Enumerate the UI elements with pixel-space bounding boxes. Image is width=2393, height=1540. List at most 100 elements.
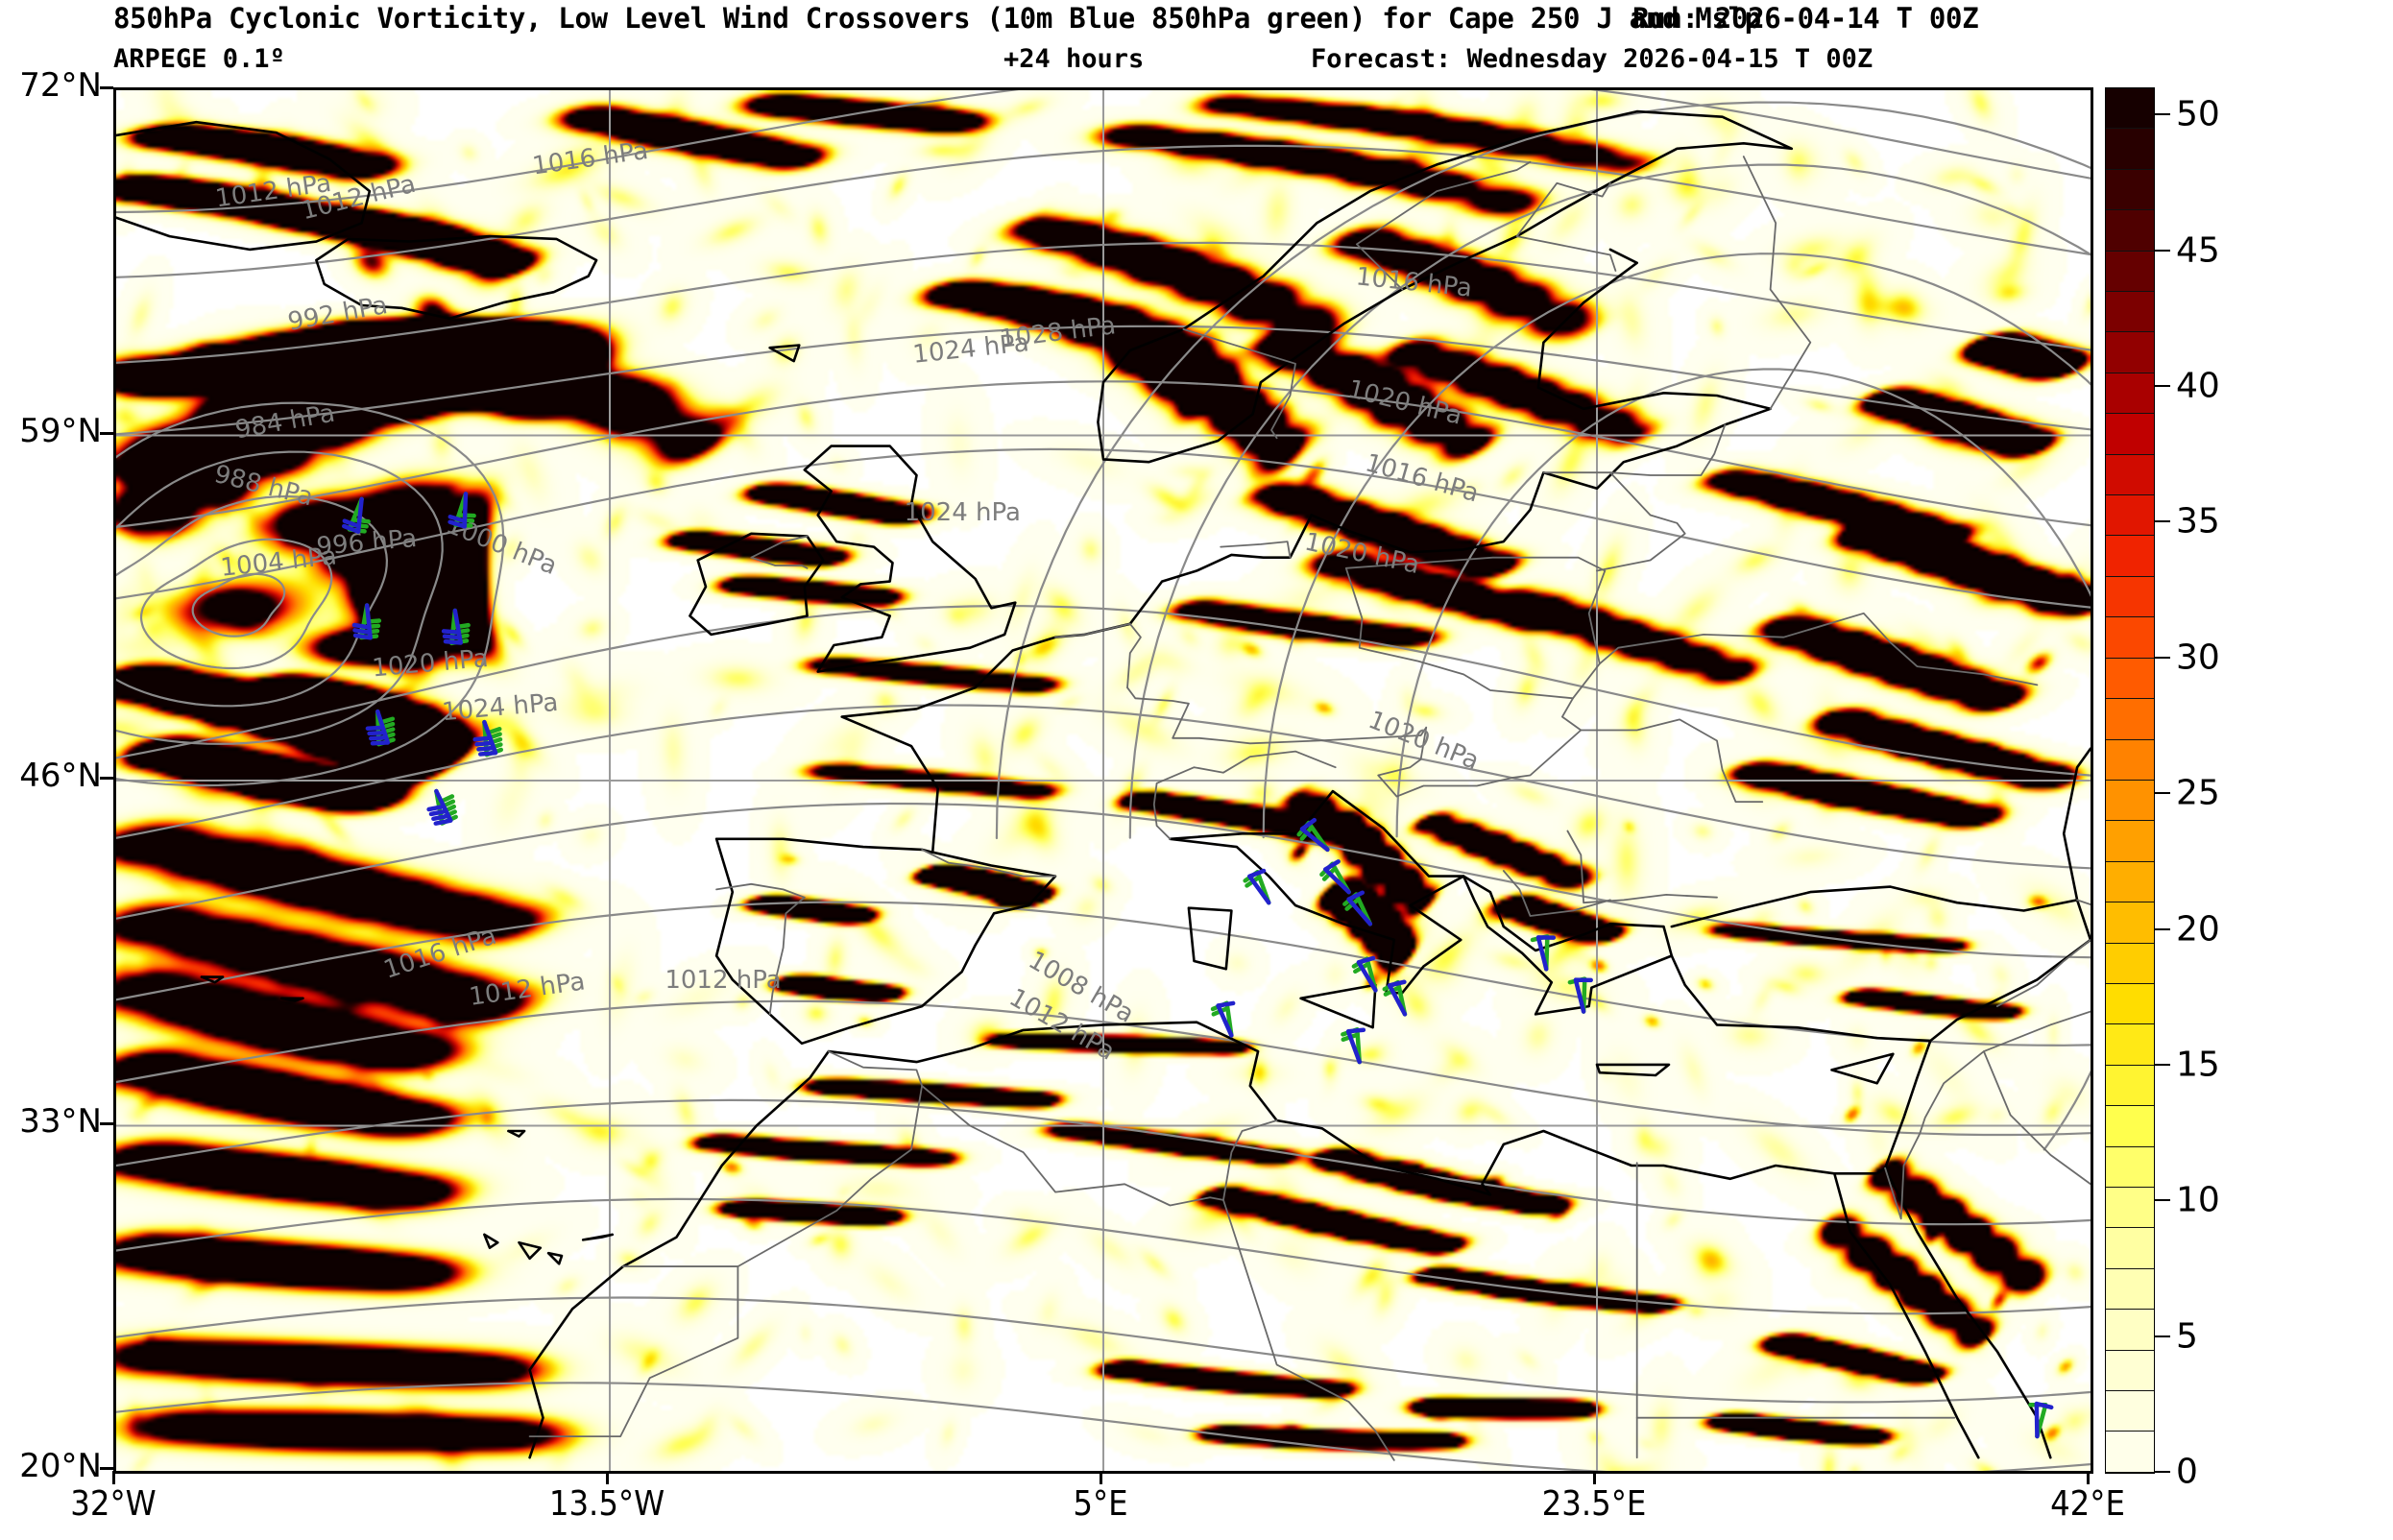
isobar-label: 1016 hPa — [1362, 448, 1482, 508]
coastline-madeira — [507, 1129, 526, 1138]
colorbar — [2105, 87, 2155, 1474]
coastline-balticE — [1310, 248, 1772, 554]
x-axis-tick-mark — [1100, 1471, 1102, 1484]
colorbar-segment — [2106, 88, 2154, 130]
colorbar-segment — [2106, 983, 2154, 1025]
x-axis-tick-mark — [1593, 1471, 1596, 1484]
wind-barb-10m — [1346, 890, 1373, 926]
wind-barb-10m — [1322, 859, 1351, 895]
y-axis-tick-label: 20°N — [19, 1447, 102, 1485]
colorbar-segment — [2106, 1391, 2154, 1432]
coastline-iberia — [714, 837, 1057, 1046]
colorbar-tick-label: 30 — [2176, 638, 2220, 678]
national-border — [1995, 939, 2091, 1007]
isobar-label: 992 hPa — [285, 291, 389, 337]
wind-barb-10m — [1535, 935, 1557, 972]
wind-barb-10m — [1387, 979, 1408, 1017]
coastline-canaries4 — [581, 1233, 615, 1241]
colorbar-segment — [2106, 576, 2154, 618]
colorbar-tick-label: 45 — [2176, 230, 2220, 271]
colorbar-tick-mark — [2155, 1199, 2170, 1202]
coastline-greenland — [116, 120, 372, 252]
colorbar-segment — [2106, 658, 2154, 700]
coastline-sardinia — [1187, 906, 1233, 971]
national-border — [921, 849, 1056, 878]
colorbar-segment — [2106, 1310, 2154, 1351]
colorbar-tick-label: 10 — [2176, 1180, 2220, 1220]
forecast-valid-label: Forecast: Wednesday 2026-04-15 T 00Z — [1311, 44, 1873, 74]
colorbar-segment — [2106, 1106, 2154, 1147]
map-plot-area[interactable]: 1016 hPa 1012 hPa 1012 hPa 992 hPa 1028 hPa 1… — [113, 87, 2093, 1474]
isobar-label: 1024 hPa — [905, 498, 1021, 527]
isobar-label: 1012 hPa — [468, 967, 587, 1012]
y-axis-tick-mark — [100, 777, 113, 780]
wind-barb-10m — [342, 496, 364, 534]
national-border — [1344, 556, 1607, 700]
national-border — [1220, 541, 1292, 559]
wind-barb-10m — [2034, 1401, 2054, 1439]
y-axis-tick-mark — [100, 431, 113, 435]
national-border — [1580, 718, 1764, 803]
mslp-isobar — [116, 450, 444, 745]
colorbar-tick-mark — [2155, 249, 2170, 252]
colorbar-tick-mark — [2155, 656, 2170, 659]
mslp-isobar — [116, 802, 2091, 959]
mslp-isobar — [116, 1382, 2091, 1471]
x-axis-tick-label: 23.5°E — [1541, 1484, 1647, 1524]
mslp-isobar — [116, 1197, 2091, 1315]
y-axis-tick-label: 46°N — [19, 757, 102, 795]
mslp-isobar — [116, 605, 2091, 777]
wind-barb-10m — [1299, 817, 1330, 853]
model-run-label: Run: 2026-04-14 T 00Z — [1632, 2, 1979, 35]
coastline-faroe — [768, 344, 801, 363]
national-border — [1542, 423, 1727, 476]
colorbar-tick-mark — [2155, 520, 2170, 523]
mslp-isobar — [1395, 368, 2091, 1151]
colorbar-segment — [2106, 1350, 2154, 1391]
colorbar-tick-label: 25 — [2176, 773, 2220, 813]
mslp-isobar — [116, 401, 505, 787]
national-border — [1152, 750, 1337, 840]
wind-barb-10m — [351, 603, 373, 640]
colorbar-segment — [2106, 617, 2154, 659]
colorbar-segment — [2106, 536, 2154, 577]
colorbar-segment — [2106, 1146, 2154, 1188]
colorbar-tick-mark — [2155, 385, 2170, 388]
colorbar-segment — [2106, 1432, 2154, 1473]
coastline-levant — [528, 1021, 1932, 1459]
coastline-turkey — [1670, 885, 2091, 1043]
coastline-caspianW — [2062, 747, 2091, 902]
mslp-isobar — [1262, 253, 2091, 839]
x-axis-tick-mark — [2087, 1471, 2090, 1484]
isobar-label: 1016 hPa — [380, 922, 500, 985]
colorbar-segment — [2106, 1187, 2154, 1229]
colorbar-segment — [2106, 902, 2154, 944]
coastline-canaries3 — [546, 1251, 564, 1265]
coastline-franceW — [840, 514, 1313, 854]
mslp-isobar — [116, 144, 2091, 278]
x-axis-tick-label: 32°W — [70, 1484, 157, 1524]
mslp-isobar — [116, 494, 388, 708]
mslp-isobar — [116, 1098, 2091, 1226]
wind-barb-10m — [447, 492, 469, 529]
colorbar-segment — [2106, 292, 2154, 333]
colorbar-tick-label: 35 — [2176, 501, 2220, 541]
wind-barb-10m — [1573, 977, 1593, 1014]
mslp-isobar — [116, 90, 2091, 214]
wind-barb-10m — [1356, 955, 1378, 993]
coastline-iceland — [315, 234, 598, 321]
colorbar-tick-mark — [2155, 792, 2170, 795]
colorbar-segment — [2106, 454, 2154, 496]
model-name-label: ARPEGE 0.1º — [113, 44, 285, 74]
colorbar-segment — [2106, 495, 2154, 537]
coastline-scandinavia — [1097, 109, 1794, 464]
mslp-isobar — [995, 101, 2091, 840]
national-border — [1377, 697, 1583, 798]
national-border — [2076, 899, 2091, 905]
national-border — [1598, 612, 2039, 686]
coastline-azores2 — [280, 997, 304, 1002]
colorbar-tick-label: 0 — [2176, 1452, 2198, 1492]
x-axis-tick-label: 5°E — [1073, 1484, 1128, 1524]
national-border — [1566, 830, 1718, 904]
